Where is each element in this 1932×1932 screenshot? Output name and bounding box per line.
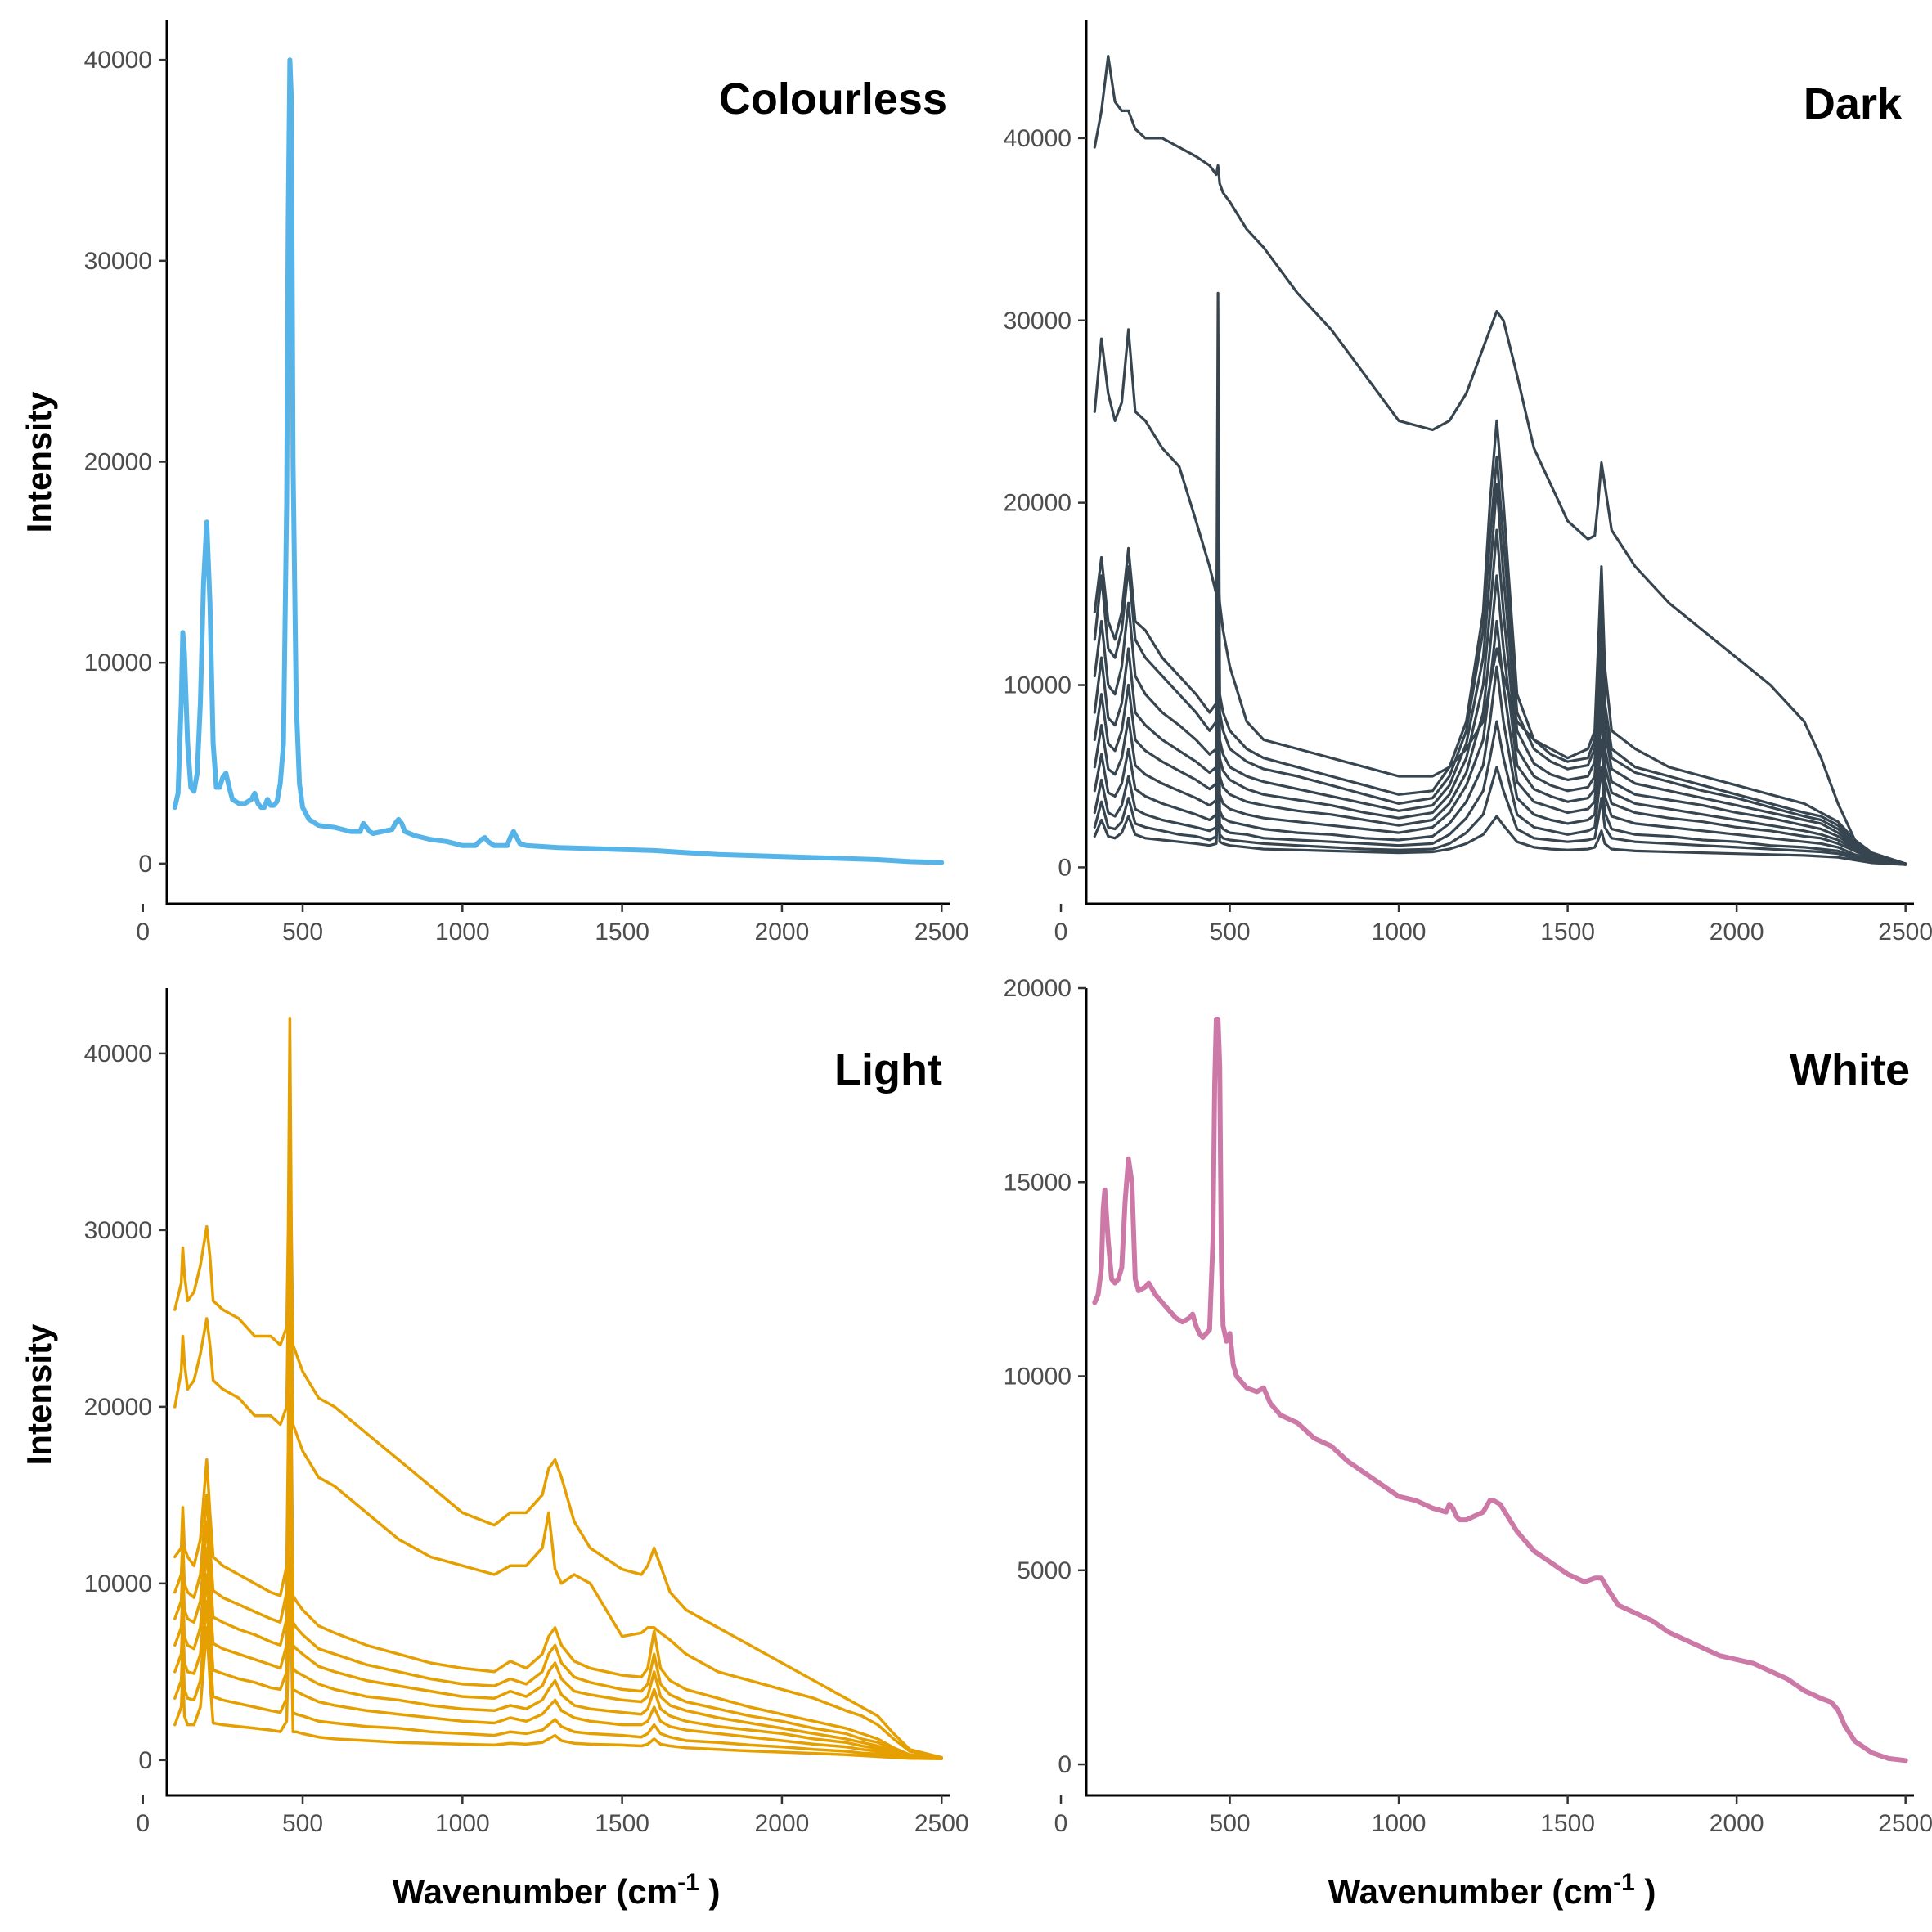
y-axis-title: Intensity — [20, 1323, 58, 1465]
series-layer — [173, 1016, 943, 1760]
panel-title-colourless: Colourless — [719, 74, 947, 124]
x-tick-label: 2000 — [755, 1810, 810, 1837]
series-line-6 — [1093, 574, 1907, 865]
series-line-10 — [1093, 766, 1907, 866]
x-tick-label: 2500 — [914, 1810, 969, 1837]
series-layer — [172, 57, 945, 865]
x-axis-title-tail: ) — [1635, 1872, 1656, 1911]
panel-colourless: 0 500 1000 1500 2000 2500 0 10000 20000 30000 4000… — [20, 20, 969, 946]
y-tick-label: 0 — [138, 851, 152, 878]
x-tick-label: 2500 — [914, 919, 969, 946]
y-tick-label: 30000 — [1004, 308, 1072, 335]
y-tick-label: 0 — [138, 1747, 152, 1774]
panel-title-light: Light — [834, 1045, 942, 1094]
x-tick-label: 1000 — [435, 919, 490, 946]
x-axis-title: Wavenumber (cm-1 ) — [1328, 1869, 1656, 1911]
y-tick-label: 0 — [1058, 854, 1072, 881]
x-tick-label: 1000 — [1372, 1810, 1427, 1837]
x-axis-title: Wavenumber (cm-1 ) — [393, 1869, 721, 1911]
x-tick-label: 1000 — [1372, 919, 1427, 946]
x-axis-title-superscript: -1 — [1613, 1869, 1635, 1896]
y-tick-label: 20000 — [1004, 975, 1072, 1002]
y-tick-label: 20000 — [1004, 490, 1072, 517]
x-axis-title-text: Wavenumber (cm — [393, 1872, 678, 1911]
x-axis-title-superscript: -1 — [677, 1869, 699, 1896]
x-tick-label: 2000 — [1710, 1810, 1764, 1837]
y-tick-label: 40000 — [84, 1040, 152, 1067]
series-line-3 — [1093, 392, 1907, 865]
series-line-0 — [173, 1016, 943, 1759]
series-line-7 — [173, 1440, 943, 1760]
x-axis-title-tail: ) — [699, 1872, 721, 1911]
y-tick-label: 30000 — [84, 248, 152, 275]
panel-dark: 0 500 1000 1500 2000 2500 0 10000 20000 30000 4000… — [1004, 20, 1932, 946]
series-layer — [1093, 54, 1907, 866]
series-line-0 — [1093, 54, 1907, 865]
series-line-4 — [173, 1229, 943, 1760]
ticks-layer: 0 500 1000 1500 2000 2500 0 10000 20000 30000 4000… — [84, 47, 969, 946]
y-tick-label: 10000 — [84, 649, 152, 676]
series-line-11 — [1093, 793, 1907, 866]
y-tick-label: 20000 — [84, 449, 152, 476]
x-tick-label: 1500 — [1540, 919, 1595, 946]
y-axis-title: Intensity — [20, 391, 58, 532]
x-tick-label: 0 — [1054, 919, 1068, 946]
y-tick-label: 10000 — [84, 1570, 152, 1597]
x-tick-label: 0 — [136, 919, 150, 946]
x-tick-label: 1500 — [595, 919, 649, 946]
ticks-layer: 0 500 1000 1500 2000 2500 0 10000 20000 30000 4000… — [1004, 125, 1932, 946]
y-tick-label: 40000 — [1004, 125, 1072, 152]
series-line-3 — [173, 1175, 943, 1760]
panel-title-dark: Dark — [1804, 79, 1903, 128]
y-tick-label: 5000 — [1017, 1557, 1072, 1584]
series-line-0 — [1092, 1017, 1908, 1764]
x-tick-label: 2000 — [755, 919, 810, 946]
x-tick-label: 500 — [282, 919, 323, 946]
series-line-1 — [173, 1104, 943, 1759]
series-line-0 — [172, 57, 945, 865]
panel-light: 0 500 1000 1500 2000 2500 0 10000 20000 30000 4000… — [20, 988, 969, 1911]
x-tick-label: 0 — [136, 1810, 150, 1837]
y-tick-label: 30000 — [84, 1217, 152, 1244]
x-tick-label: 1500 — [595, 1810, 649, 1837]
y-tick-label: 15000 — [1004, 1169, 1072, 1196]
series-layer — [1092, 1017, 1908, 1764]
x-tick-label: 500 — [1210, 1810, 1251, 1837]
x-tick-label: 2500 — [1878, 1810, 1932, 1837]
x-tick-label: 1000 — [435, 1810, 490, 1837]
panel-title-white: White — [1790, 1045, 1910, 1094]
series-line-9 — [1093, 720, 1907, 865]
x-tick-label: 500 — [282, 1810, 323, 1837]
ticks-layer: 0 500 1000 1500 2000 2500 0 10000 20000 30000 4000… — [84, 1040, 969, 1837]
y-tick-label: 0 — [1058, 1751, 1072, 1778]
y-tick-label: 40000 — [84, 47, 152, 74]
series-line-7 — [1093, 619, 1907, 865]
series-line-5 — [1093, 528, 1907, 865]
series-line-8 — [173, 1511, 943, 1760]
x-tick-label: 1500 — [1540, 1810, 1595, 1837]
ticks-layer: 0 500 1000 1500 2000 2500 0 5000 10000 15000 20000 — [1004, 975, 1932, 1837]
x-tick-label: 500 — [1210, 919, 1251, 946]
series-line-1 — [1093, 328, 1907, 865]
series-line-5 — [173, 1299, 943, 1760]
series-line-2 — [173, 1122, 943, 1760]
y-tick-label: 10000 — [1004, 672, 1072, 699]
x-tick-label: 0 — [1054, 1810, 1068, 1837]
series-line-2 — [1093, 291, 1907, 865]
y-tick-label: 20000 — [84, 1394, 152, 1421]
series-line-4 — [1093, 465, 1907, 865]
series-line-8 — [1093, 665, 1907, 865]
panel-white: 0 500 1000 1500 2000 2500 0 5000 10000 15000 20000… — [1004, 975, 1932, 1911]
x-tick-label: 2500 — [1878, 919, 1932, 946]
series-line-6 — [173, 1369, 943, 1760]
y-tick-label: 10000 — [1004, 1364, 1072, 1391]
x-tick-label: 2000 — [1710, 919, 1764, 946]
x-axis-title-text: Wavenumber (cm — [1328, 1872, 1614, 1911]
